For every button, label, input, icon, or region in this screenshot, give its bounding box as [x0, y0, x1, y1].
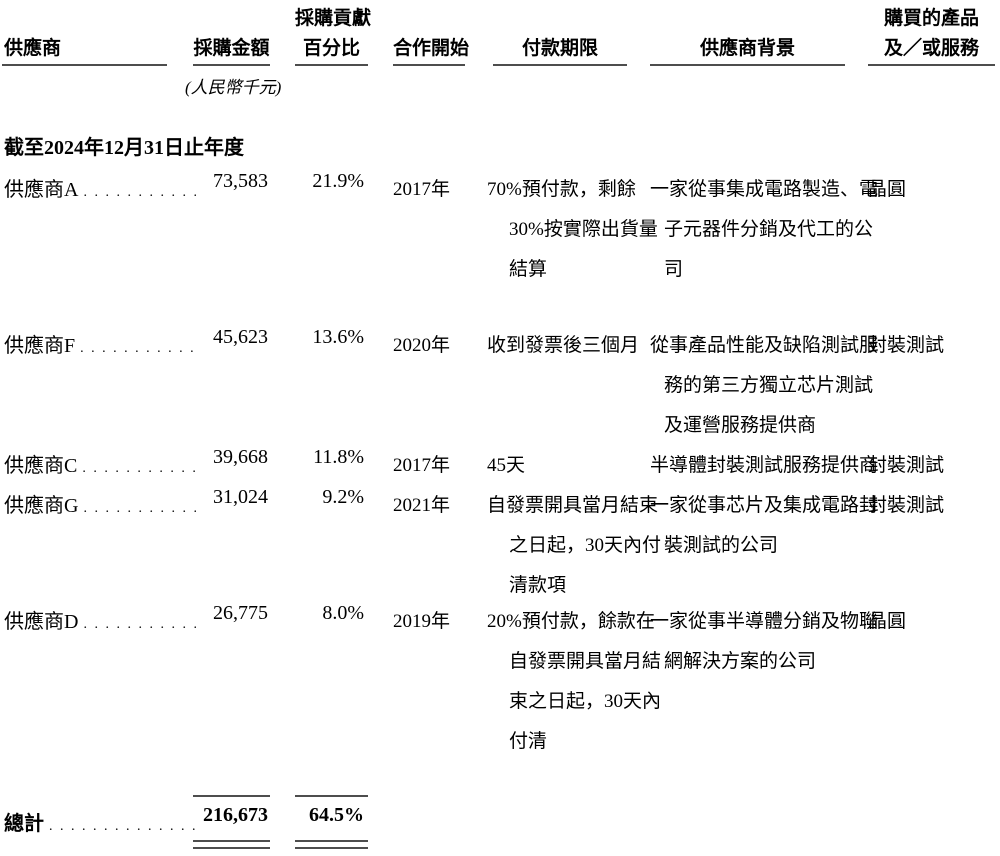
product-cell: 晶圓: [868, 179, 907, 200]
background-cell: 從事產品性能及缺陷測試服 務的第三方獨立芯片測試 及運營服務提供商: [650, 335, 879, 436]
header-rule-payment: [493, 64, 627, 66]
total-rule-double2-amount: [193, 847, 270, 849]
background-cell: 一家從事集成電路製造、電 子元器件分銷及代工的公 司: [650, 179, 879, 280]
total-label: 總計: [4, 813, 44, 835]
supplier-name: 供應商F: [4, 335, 76, 357]
total-rule-double2-pct: [295, 847, 368, 849]
header-rule-contribution: [295, 64, 368, 66]
header-background: 供應商背景: [699, 38, 795, 59]
header-contribution-line2: 百分比: [302, 38, 360, 59]
dot-leader: . . . . . . . . . . . .: [82, 461, 196, 476]
dot-leader: . . . . . . . . . . . .: [83, 617, 196, 632]
header-rule-supplier: [2, 64, 167, 66]
supplier-name: 供應商D: [4, 611, 79, 633]
pct-cell: 8.0%: [322, 602, 364, 624]
payment-cell: 45天: [487, 455, 526, 476]
payment-cell: 收到發票後三個月: [487, 335, 640, 356]
amount-cell: 26,775: [213, 602, 268, 624]
start-cell: 2017年: [393, 179, 451, 200]
product-cell: 晶圓: [868, 611, 907, 632]
amount-cell: 39,668: [213, 446, 268, 468]
background-cell: 半導體封裝測試服務提供商: [650, 455, 879, 476]
pct-cell: 21.9%: [312, 170, 364, 192]
payment-cell: 70%預付款，剩餘 30%按實際出貨量 結算: [487, 179, 658, 280]
header-rule-background: [650, 64, 845, 66]
header-payment: 付款期限: [521, 38, 598, 59]
total-rule-top-pct: [295, 795, 368, 797]
header-rule-amount: [193, 64, 270, 66]
dot-leader: . . . . . . . . . . . .: [80, 341, 196, 356]
amount-cell: 45,623: [213, 326, 268, 348]
total-rule-double1-amount: [193, 840, 270, 842]
total-pct: 64.5%: [309, 804, 364, 826]
product-cell: 封裝測試: [868, 455, 945, 476]
header-amount-unit: (人民幣千元): [185, 78, 282, 97]
header-amount: 採購金額: [193, 38, 270, 59]
pct-cell: 11.8%: [313, 446, 364, 468]
start-cell: 2017年: [393, 455, 451, 476]
header-product-line1: 購買的產品: [883, 8, 979, 29]
header-rule-product: [868, 64, 995, 66]
header-product-line2: 及／或服務: [883, 38, 979, 59]
start-cell: 2019年: [393, 611, 451, 632]
section-title: 截至2024年12月31日止年度: [4, 137, 244, 159]
product-cell: 封裝測試: [868, 335, 945, 356]
amount-cell: 31,024: [213, 486, 268, 508]
supplier-name: 供應商C: [4, 455, 78, 477]
background-cell: 一家從事半導體分銷及物聯 網解決方案的公司: [650, 611, 879, 672]
supplier-name: 供應商G: [4, 495, 79, 517]
amount-cell: 73,583: [213, 170, 268, 192]
payment-cell: 自發票開具當月結束 之日起，30天內付 清款項: [487, 495, 662, 596]
total-rule-double1-pct: [295, 840, 368, 842]
pct-cell: 13.6%: [312, 326, 364, 348]
background-cell: 一家從事芯片及集成電路封 裝測試的公司: [650, 495, 879, 556]
header-start: 合作開始: [393, 38, 470, 59]
dot-leader: . . . . . . . . . . . .: [83, 185, 196, 200]
start-cell: 2021年: [393, 495, 451, 516]
header-rule-start: [393, 64, 465, 66]
payment-cell: 20%預付款，餘款在 自發票開具當月結 束之日起，30天內 付清: [487, 611, 662, 752]
total-amount: 216,673: [203, 804, 268, 826]
header-supplier: 供應商: [4, 38, 62, 59]
total-rule-top-amount: [193, 795, 270, 797]
product-cell: 封裝測試: [868, 495, 945, 516]
dot-leader: . . . . . . . . . . . .: [83, 501, 196, 516]
start-cell: 2020年: [393, 335, 451, 356]
pct-cell: 9.2%: [322, 486, 364, 508]
supplier-name: 供應商A: [4, 179, 79, 201]
header-contribution-line1: 採購貢獻: [295, 8, 372, 29]
dot-leader: . . . . . . . . . . . . . . . .: [49, 819, 196, 834]
